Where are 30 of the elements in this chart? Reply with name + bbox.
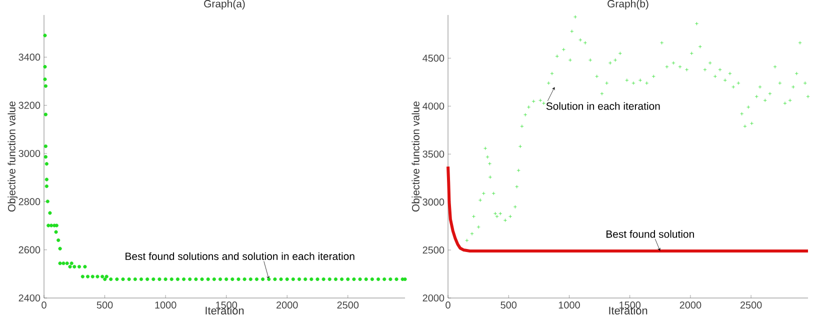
x-tick-label: 1000 (558, 302, 580, 309)
x-tick-label: 2500 (337, 302, 359, 309)
x-tick-label: 0 (42, 302, 46, 309)
y-axis-title: Objective function value (8, 101, 18, 212)
y-tick-label: 4000 (422, 102, 444, 110)
x-tick-label: 2000 (680, 302, 702, 309)
y-tick-label: 3500 (422, 150, 444, 158)
x-tick-label: 2000 (276, 302, 298, 309)
chart-title: Graph(a) (204, 0, 245, 10)
annotation: Best found solution (606, 230, 694, 238)
annotation: Solution in each iteration (546, 102, 660, 110)
y-tick-label: 3000 (422, 198, 444, 206)
y-tick-label: 3400 (18, 54, 40, 61)
x-tick-label: 2500 (740, 302, 762, 309)
x-tick-label: 1000 (155, 302, 176, 309)
y-tick-label: 2400 (18, 294, 40, 302)
y-tick-label: 2000 (422, 294, 444, 302)
y-axis-title: Objective function value (412, 101, 422, 212)
y-tick-label: 3200 (18, 102, 40, 109)
y-tick-label: 2500 (422, 246, 444, 254)
y-tick-label: 2600 (18, 246, 40, 254)
y-tick-label: 2800 (18, 198, 40, 206)
y-tick-label: 4500 (422, 54, 444, 62)
x-tick-label: 0 (446, 302, 450, 309)
y-tick-label: 3000 (18, 150, 40, 158)
annotation: Best found solutions and solution in each iteration (126, 252, 354, 260)
x-tick-label: 500 (96, 302, 113, 309)
chart-title: Graph(b) (608, 0, 648, 10)
x-tick-label: 500 (500, 302, 517, 309)
line-series (446, 165, 810, 252)
